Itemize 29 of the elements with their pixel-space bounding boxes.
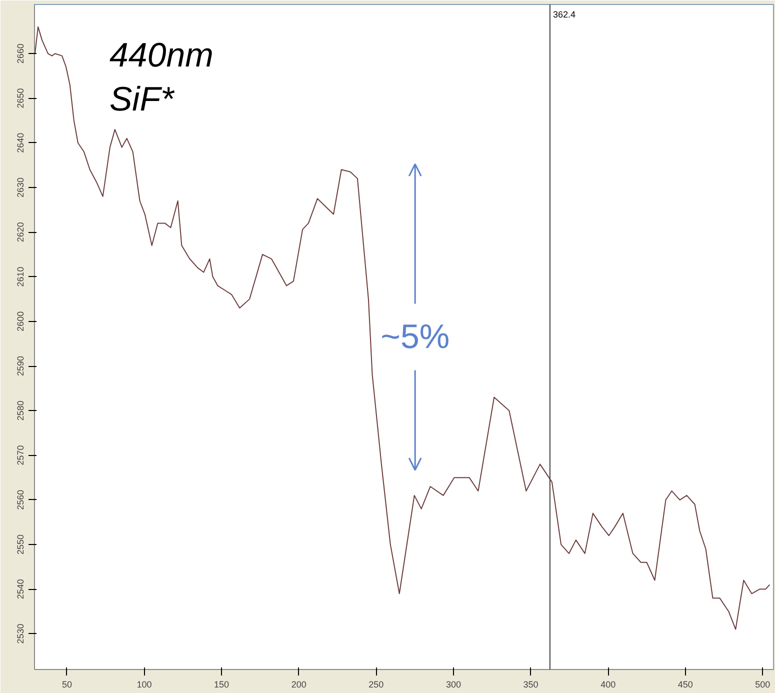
y-tick-label: 2600 [16,311,26,332]
x-tick-label: 150 [214,680,230,690]
x-tick-label: 250 [368,680,384,690]
x-tick-label: 450 [678,680,693,690]
y-tick-label: 2630 [16,177,26,198]
y-tick-label: 2540 [16,579,26,600]
y-tick-label: 2610 [16,266,26,287]
x-tick-label: 50 [62,680,72,690]
y-tick-label: 2650 [16,88,26,108]
x-tick-label: 300 [446,680,461,690]
ref-line-label: 362.4 [552,10,576,20]
annotation: 440nm [110,36,214,74]
x-tick-label: 200 [291,680,306,690]
annotation: SiF* [110,80,176,118]
y-tick-label: 2550 [16,534,26,555]
y-tick-label: 2620 [16,222,26,242]
y-tick-label: 2560 [16,490,26,510]
x-tick-label: 350 [523,680,538,690]
x-tick-label: 400 [600,680,616,690]
x-tick-label: 500 [755,680,770,690]
y-tick-label: 2570 [16,445,26,466]
y-tick-label: 2580 [16,400,26,421]
y-tick-label: 2640 [16,132,26,153]
y-tick-label: 2530 [16,624,26,644]
y-tick-label: 2660 [16,44,26,64]
annotation: ~5% [380,318,450,356]
y-tick-label: 2590 [16,356,26,376]
x-tick-label: 100 [136,680,152,690]
line-series [34,26,770,630]
